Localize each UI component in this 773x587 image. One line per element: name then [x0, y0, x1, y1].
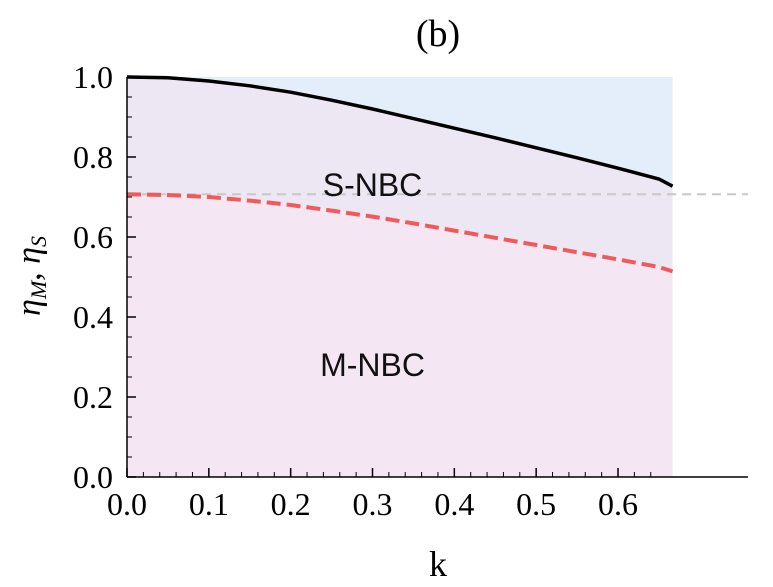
x-tick-label: 0.4: [434, 486, 474, 522]
x-axis-label: k: [429, 544, 447, 584]
chart-title: (b): [416, 13, 460, 55]
x-tick-label: 0.1: [189, 486, 229, 522]
y-tick-label: 1.0: [73, 59, 113, 95]
y-label-sub-m: M: [26, 279, 51, 300]
y-label-sub-s: S: [26, 236, 51, 247]
y-tick-label: 0.6: [73, 219, 113, 255]
s-nbc-region-fill: [127, 77, 673, 272]
x-tick-label: 0.0: [107, 486, 147, 522]
m-nbc-region-fill: [127, 194, 673, 477]
y-label-eta-s: η: [11, 247, 48, 264]
dashed-boundary-curve: [126, 192, 674, 274]
y-tick-label: 0.2: [73, 379, 113, 415]
y-label-eta-m: η: [11, 299, 48, 316]
y-tick-label: 0.4: [73, 299, 113, 335]
y-tick-label: 0.8: [73, 139, 113, 175]
s-nbc-label: S-NBC: [323, 167, 423, 203]
y-axis-label: ηM, ηS: [11, 236, 51, 316]
x-tick-label: 0.5: [516, 486, 556, 522]
m-nbc-label: M-NBC: [320, 347, 425, 383]
x-tick-label: 0.2: [271, 486, 311, 522]
y-label-separator: ,: [11, 264, 48, 281]
solid-boundary-curve: [126, 75, 674, 188]
x-tick-label: 0.3: [353, 486, 393, 522]
y-tick-label: 0.0: [73, 459, 113, 495]
x-tick-label: 0.6: [598, 486, 638, 522]
upper-region-fill: [127, 77, 673, 187]
